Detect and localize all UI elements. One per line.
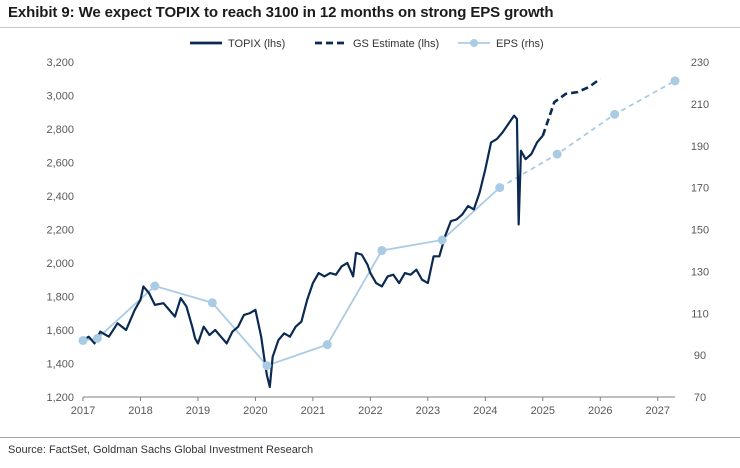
y-right-tick-label: 190 bbox=[691, 141, 709, 153]
chart-area: TOPIX (lhs) GS Estimate (lhs) EPS (rhs) 20… bbox=[46, 38, 709, 417]
legend-topix-label: TOPIX (lhs) bbox=[228, 38, 285, 50]
eps-point bbox=[377, 245, 387, 255]
axes: 2017 2018 2019 2020 2021 2022 2023 2024 2025 2026… bbox=[46, 57, 709, 417]
x-tick-label: 2020 bbox=[243, 405, 267, 417]
eps-point bbox=[322, 340, 332, 350]
x-tick-label: 2027 bbox=[646, 405, 670, 417]
x-tick-label: 2026 bbox=[588, 405, 612, 417]
y-left-tick-label: 1,800 bbox=[46, 292, 74, 304]
y-left-tick-label: 1,400 bbox=[46, 359, 74, 371]
chart-title: Exhibit 9: We expect TOPIX to reach 3100… bbox=[8, 4, 554, 21]
eps-point bbox=[78, 335, 88, 345]
y-left-tick-label: 1,200 bbox=[46, 392, 74, 404]
top-rule bbox=[0, 27, 740, 28]
y-right-tick-label: 230 bbox=[691, 57, 709, 69]
x-tick-label: 2024 bbox=[473, 405, 497, 417]
x-tick-label: 2021 bbox=[301, 405, 325, 417]
eps-line bbox=[82, 186, 501, 367]
y-right-tick-label: 130 bbox=[691, 266, 709, 278]
y-left-tick-label: 2,800 bbox=[46, 124, 74, 136]
y-left-tick-label: 3,200 bbox=[46, 57, 74, 69]
y-right-tick-label: 110 bbox=[691, 308, 709, 320]
y-right-tick-label: 170 bbox=[691, 183, 709, 195]
y-left-tick-label: 3,000 bbox=[46, 91, 74, 103]
x-tick-label: 2023 bbox=[416, 405, 440, 417]
eps-point bbox=[262, 361, 272, 371]
y-left-tick-label: 2,000 bbox=[46, 258, 74, 270]
source-note: Source: FactSet, Goldman Sachs Global In… bbox=[8, 444, 314, 456]
legend-eps-marker bbox=[470, 39, 478, 47]
x-tick-label: 2019 bbox=[186, 405, 210, 417]
y-left-tick-label: 1,600 bbox=[46, 325, 74, 337]
gs-estimate-line bbox=[541, 77, 602, 137]
eps-forecast-line bbox=[499, 80, 676, 189]
eps-point bbox=[92, 333, 102, 343]
eps-point bbox=[150, 281, 160, 291]
x-tick-label: 2018 bbox=[128, 405, 152, 417]
y-right-tick-label: 150 bbox=[691, 225, 709, 237]
y-left-tick-label: 2,400 bbox=[46, 191, 74, 203]
y-left-tick-label: 2,600 bbox=[46, 158, 74, 170]
eps-point bbox=[437, 235, 447, 245]
x-tick-label: 2017 bbox=[71, 405, 95, 417]
legend: TOPIX (lhs) GS Estimate (lhs) EPS (rhs) bbox=[190, 38, 544, 50]
legend-gs-estimate-label: GS Estimate (lhs) bbox=[353, 38, 439, 50]
legend-eps-label: EPS (rhs) bbox=[496, 38, 544, 50]
series-group bbox=[78, 76, 680, 389]
y-right-tick-label: 90 bbox=[694, 350, 706, 362]
topix-line bbox=[82, 114, 544, 389]
y-right-tick-label: 70 bbox=[694, 392, 706, 404]
eps-point bbox=[670, 76, 680, 86]
eps-point bbox=[552, 149, 562, 159]
eps-point bbox=[610, 109, 620, 119]
eps-point bbox=[207, 298, 217, 308]
x-tick-label: 2025 bbox=[531, 405, 555, 417]
eps-point bbox=[495, 183, 505, 193]
y-right-tick-label: 210 bbox=[691, 99, 709, 111]
y-left-tick-label: 2,200 bbox=[46, 225, 74, 237]
x-tick-label: 2022 bbox=[358, 405, 382, 417]
bottom-rule bbox=[0, 437, 740, 438]
